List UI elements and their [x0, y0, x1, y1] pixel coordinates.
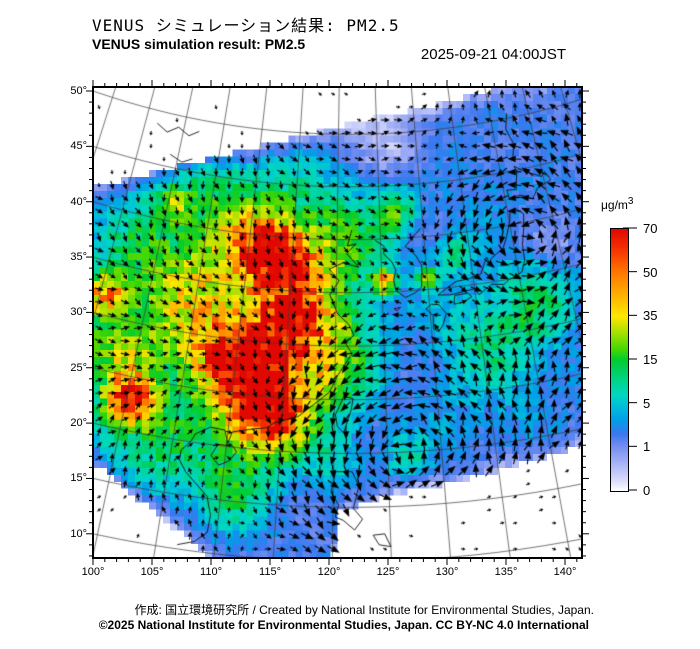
simulation-timestamp: 2025-09-21 04:00JST: [420, 46, 566, 63]
y-axis-tick-label: 40°: [70, 195, 87, 208]
colorbar-unit-label: μg/m3: [601, 196, 634, 212]
y-axis-tick-label: 20°: [70, 417, 87, 430]
x-axis-tick-label: 130°: [435, 566, 459, 578]
colorbar-tick-label: 70: [643, 221, 658, 236]
footer-copyright-line: ©2025 National Institute for Environment…: [98, 618, 589, 632]
map-plot-area: [93, 87, 582, 558]
x-axis-tick-label: 135°: [494, 566, 518, 578]
page-title-japanese: VENUS シミュレーション結果: PM2.5: [92, 16, 400, 35]
colorbar-tick-label: 1: [643, 439, 651, 455]
y-axis-tick-label: 10°: [70, 527, 87, 540]
y-axis-tick-label: 35°: [70, 251, 87, 264]
colorbar-tick-label: 5: [643, 395, 651, 411]
colorbar-tick-label: 15: [643, 352, 658, 367]
colorbar-gradient: [610, 228, 629, 492]
colorbar-tick-label: 0: [643, 483, 651, 498]
x-axis-tick-label: 120°: [317, 566, 341, 578]
footer-credit-line: 作成: 国立環境研究所 / Created by National Instit…: [134, 603, 594, 617]
colorbar-tick-label: 35: [643, 308, 658, 324]
x-axis-tick-label: 125°: [376, 566, 400, 578]
y-axis-tick-label: 50°: [70, 85, 87, 97]
map-overlay-graticule-coast-wind: [93, 87, 582, 558]
x-axis-tick-label: 140°: [553, 566, 577, 578]
y-axis-tick-label: 45°: [70, 140, 87, 153]
y-axis-tick-label: 25°: [70, 361, 87, 374]
x-axis-tick-label: 110°: [200, 566, 222, 578]
y-axis-tick-label: 30°: [70, 306, 87, 319]
y-axis-tick-label: 15°: [70, 472, 87, 485]
page-title-english: VENUS simulation result: PM2.5: [92, 36, 306, 52]
colorbar-tick-label: 50: [643, 264, 658, 280]
x-axis-tick-label: 105°: [140, 566, 164, 578]
x-axis-tick-label: 100°: [81, 566, 105, 578]
x-axis-tick-label: 115°: [259, 566, 281, 578]
